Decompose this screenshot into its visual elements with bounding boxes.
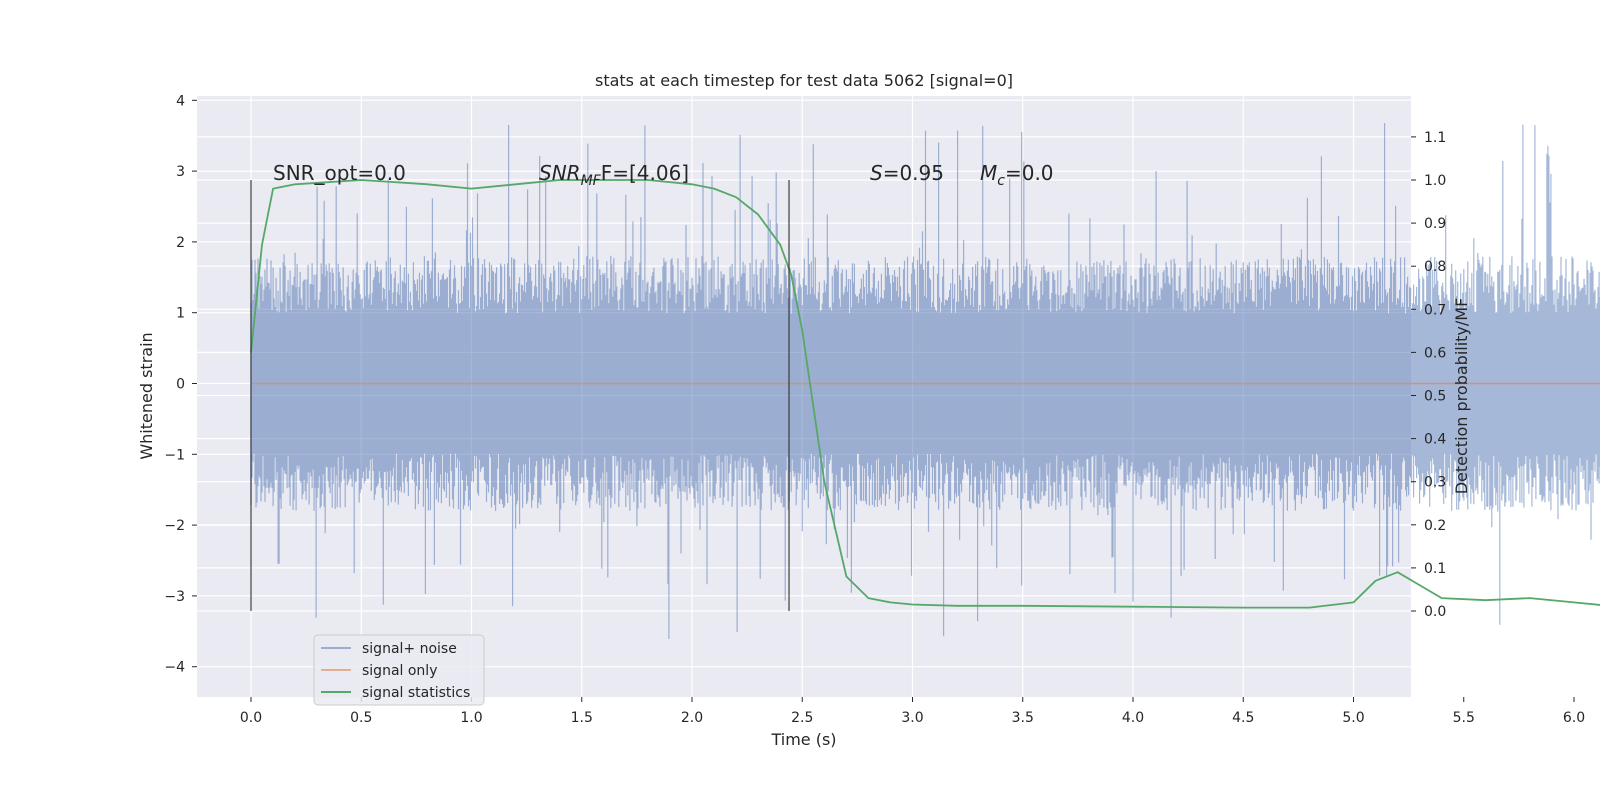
y2-tick-label: 1.1 [1424,130,1446,146]
y-tick-label: 1 [176,306,185,322]
x-tick-label: 1.0 [460,710,482,726]
x-tick-label: 3.0 [901,710,923,726]
annotation-mc-sub: c [997,173,1005,189]
y-tick-label: −3 [164,589,185,605]
y-tick-label: 0 [176,377,185,393]
annotation-snr-mf-rest: F=[4.06] [601,161,689,185]
x-tick-label: 2.5 [791,710,813,726]
annotation-s-main: S [870,161,883,185]
annotation-snr-opt: SNR_opt=0.0 [273,161,406,185]
line-series [250,179,1600,609]
x-tick-label: 3.5 [1012,710,1034,726]
y-tick-label: 3 [176,164,185,180]
y2-tick-label: 1.0 [1424,173,1446,189]
y2-tick-label: 0.8 [1424,259,1446,275]
tick-labels: 0.00.51.01.52.02.53.03.54.04.55.05.56.06… [164,93,1585,726]
x-tick-label: 5.5 [1453,710,1475,726]
y2-tick-label: 0.2 [1424,518,1446,534]
y-tick-label: −4 [164,660,185,676]
y-tick-label: 4 [176,93,185,109]
x-axis-label: Time (s) [770,730,836,749]
annotation-snr-mf: SNRMFF=[4.06] [539,161,689,189]
signal-statistics-line [250,179,1600,609]
annotation-mc: Mc=0.0 [980,161,1054,189]
x-tick-label: 1.5 [571,710,593,726]
x-tick-label: 4.0 [1122,710,1144,726]
legend: signal+ noise signal only signal statist… [313,634,485,706]
legend-label-signal-noise: signal+ noise [362,641,457,657]
y2-tick-label: 0.1 [1424,561,1446,577]
x-tick-label: 0.5 [350,710,372,726]
x-tick-label: 5.0 [1342,710,1364,726]
y2-tick-label: 0.0 [1424,604,1446,620]
y2-tick-label: 0.5 [1424,389,1446,405]
x-tick-label: 6.0 [1563,710,1585,726]
annotation-mc-rest: =0.0 [1005,161,1054,185]
legend-box [313,634,485,706]
legend-label-signal-only: signal only [362,663,437,679]
annotation-snr-mf-sub: MF [581,173,602,189]
y2-tick-label: 0.9 [1424,216,1446,232]
y2-tick-label: 0.4 [1424,432,1446,448]
annotation-snr-mf-main: SNR [539,161,581,185]
annotation-mc-main: M [980,161,997,185]
y-tick-label: −2 [164,518,185,534]
y-tick-label: −1 [164,447,185,463]
y2-tick-label: 0.7 [1424,302,1446,318]
legend-label-signal-statistics: signal statistics [362,685,470,701]
x-tick-label: 2.0 [681,710,703,726]
x-tick-label: 4.5 [1232,710,1254,726]
y-axis-label: Whitened strain [137,332,156,459]
chart-title: stats at each timestep for test data 506… [595,71,1013,90]
y2-tick-label: 0.3 [1424,475,1446,491]
y-tick-label: 2 [176,235,185,251]
y2-axis-label: Detection probability/MF [1452,298,1471,495]
x-tick-label: 0.0 [240,710,262,726]
y2-tick-label: 0.6 [1424,345,1446,361]
annotation-s-rest: =0.95 [883,161,944,185]
vertical-markers [250,180,790,611]
annotation-s: S=0.95 [870,161,944,185]
